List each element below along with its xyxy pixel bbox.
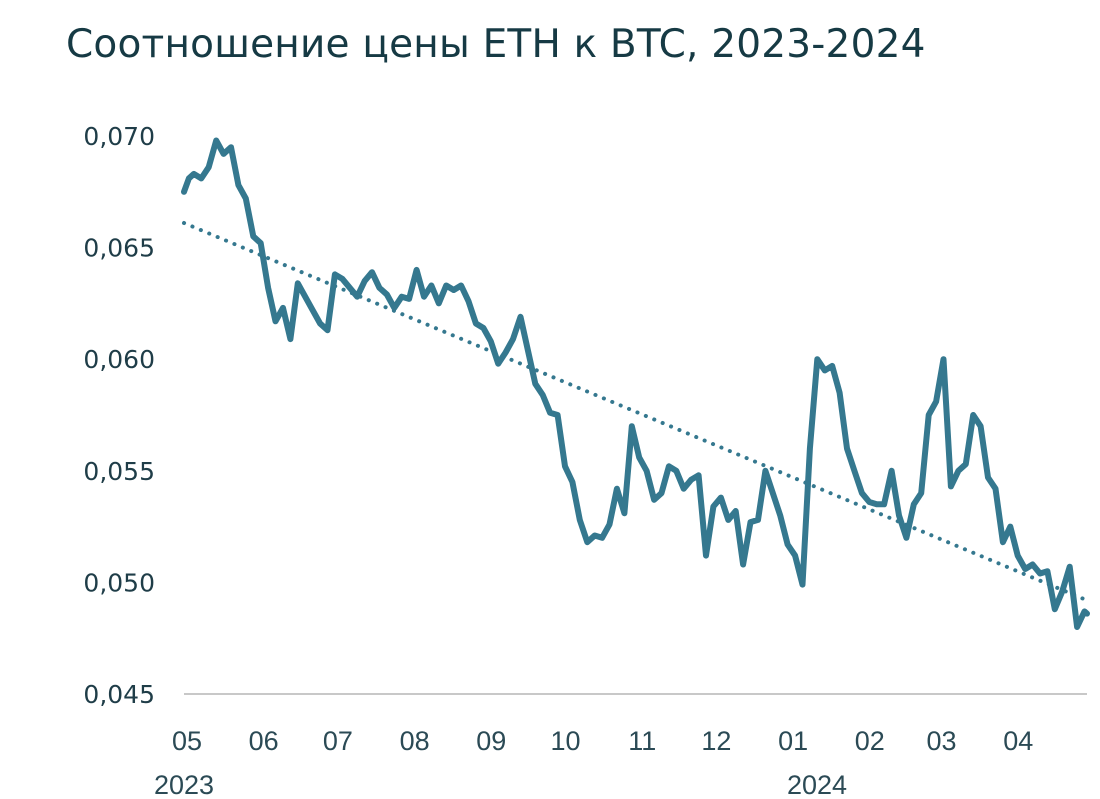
x-tick-label: 11: [628, 726, 656, 756]
trend-line: [182, 221, 1089, 603]
x-tick-label: 07: [323, 726, 353, 756]
year-label-2024: 2024: [787, 770, 847, 799]
y-tick-label: 0,055: [83, 457, 155, 486]
x-tick-label: 04: [1003, 726, 1033, 756]
y-tick-label: 0,065: [83, 234, 155, 263]
x-tick-label: 01: [778, 726, 808, 756]
x-tick-label: 09: [476, 726, 506, 756]
series-line-eth-btc: [181, 137, 1090, 630]
x-axis-ticks: 05 06 07 08 09 10 11 12 01 02 03 04: [172, 726, 1033, 756]
x-tick-label: 12: [701, 726, 731, 756]
y-tick-label: 0,060: [83, 345, 155, 374]
year-label-2023: 2023: [154, 770, 214, 799]
y-tick-label: 0,070: [83, 122, 155, 151]
x-tick-label: 03: [927, 726, 957, 756]
y-tick-label: 0,050: [83, 568, 155, 597]
y-axis-ticks: 0,070 0,065 0,060 0,055 0,050 0,045: [83, 122, 155, 709]
x-tick-label: 02: [855, 726, 885, 756]
x-tick-label: 10: [550, 726, 580, 756]
x-tick-label: 08: [400, 726, 430, 756]
x-tick-label: 05: [172, 726, 202, 756]
y-tick-label: 0,045: [83, 680, 155, 709]
chart-title: Соотношение цены ETH к BTC, 2023-2024: [66, 22, 926, 67]
x-tick-label: 06: [249, 726, 279, 756]
